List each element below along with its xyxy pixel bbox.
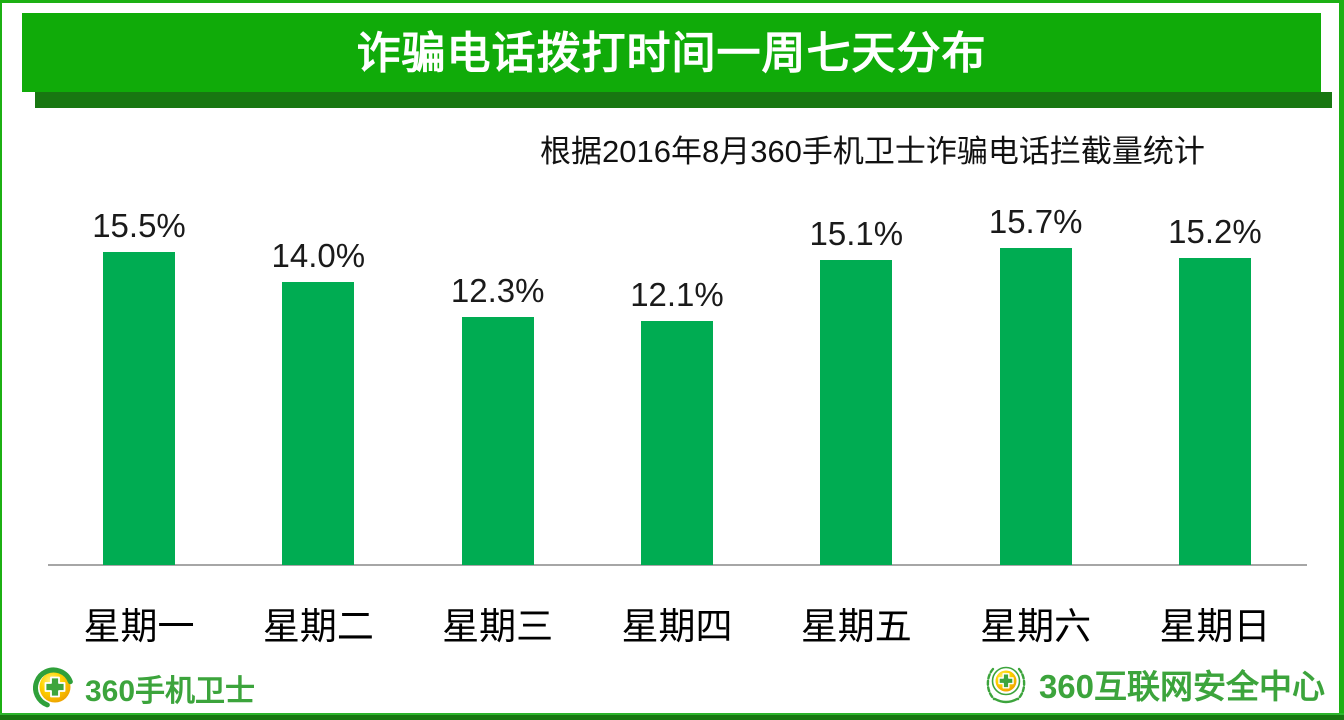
bar-value-label: 15.1%	[809, 215, 904, 252]
360-security-center-icon	[986, 666, 1026, 704]
frame-border-top	[0, 0, 1344, 3]
footer-brand-mobile-guard: 360手机卫士	[33, 666, 255, 710]
bar-value-label: 12.1%	[630, 276, 724, 313]
chart-subtitle: 根据2016年8月360手机卫士诈骗电话拦截量统计	[540, 134, 1205, 169]
bar-value-label: 12.3%	[450, 272, 545, 309]
x-axis-category-label: 星期二	[262, 606, 374, 647]
bar	[999, 248, 1072, 565]
bar	[282, 282, 355, 565]
x-axis-category-label: 星期五	[800, 606, 912, 647]
bar	[103, 252, 175, 565]
bar-value-label: 14.0%	[271, 237, 366, 274]
x-axis-category-label: 星期六	[980, 606, 1092, 647]
title-banner: 诈骗电话拨打时间一周七天分布	[22, 13, 1321, 92]
x-axis-line	[48, 564, 1307, 566]
frame-border-bottom-light	[0, 713, 1344, 715]
page-title: 诈骗电话拨打时间一周七天分布	[356, 28, 987, 78]
frame-border-bottom-dark	[0, 715, 1344, 720]
footer-brand-security-center-label: 360互联网安全中心	[1038, 668, 1325, 705]
bar-value-label: 15.7%	[988, 203, 1083, 240]
x-axis-category-label: 星期三	[442, 606, 554, 647]
x-axis-category-label: 星期日	[1159, 606, 1271, 647]
bar-value-label: 15.2%	[1168, 213, 1262, 250]
title-banner-shadow	[35, 92, 1332, 108]
360-mobile-guard-icon	[33, 667, 74, 709]
bar	[461, 317, 534, 565]
bar	[640, 321, 713, 565]
bar	[1178, 258, 1251, 565]
footer-brand-mobile-guard-label: 360手机卫士	[85, 675, 256, 708]
frame-border-right	[1339, 0, 1344, 720]
bar-value-label: 15.5%	[92, 207, 186, 244]
frame-border-left	[0, 0, 2, 720]
x-axis-category-label: 星期四	[621, 606, 733, 647]
bar	[820, 260, 893, 565]
x-axis-category-label: 星期一	[83, 606, 195, 647]
footer-brand-security-center: 360互联网安全中心	[983, 660, 1325, 708]
